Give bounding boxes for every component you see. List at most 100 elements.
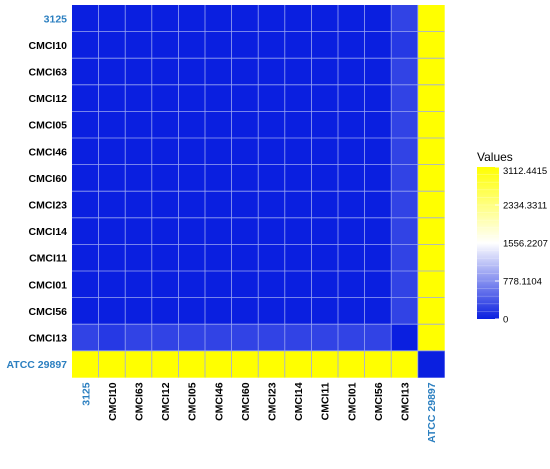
row-label: CMCI05 bbox=[28, 120, 67, 132]
heatmap-cell bbox=[284, 217, 312, 245]
row-label: ATCC 29897 bbox=[7, 359, 68, 371]
row-label: CMCI11 bbox=[29, 253, 67, 265]
heatmap-cell bbox=[417, 217, 445, 245]
heatmap-cell bbox=[258, 5, 286, 32]
heatmap-cell bbox=[364, 111, 392, 139]
heatmap-cell bbox=[125, 244, 153, 272]
heatmap-cell bbox=[364, 164, 392, 192]
column-label: 3125 bbox=[80, 382, 92, 406]
heatmap-cell bbox=[178, 324, 206, 352]
heatmap-cell bbox=[364, 217, 392, 245]
heatmap-cell bbox=[231, 217, 259, 245]
heatmap-cell bbox=[125, 350, 153, 378]
heatmap-cell bbox=[151, 111, 179, 139]
heatmap-cell bbox=[125, 217, 153, 245]
heatmap-cell bbox=[98, 138, 126, 165]
heatmap-cell bbox=[284, 297, 312, 325]
heatmap-cell bbox=[417, 244, 445, 272]
heatmap-cell bbox=[151, 164, 179, 192]
heatmap-cell bbox=[391, 244, 419, 272]
heatmap-cell bbox=[338, 5, 365, 32]
heatmap-cell bbox=[125, 84, 153, 112]
heatmap-cell bbox=[205, 111, 232, 139]
heatmap-cell bbox=[151, 244, 179, 272]
heatmap-cell bbox=[284, 31, 312, 59]
heatmap-cell bbox=[417, 5, 445, 32]
heatmap-cell bbox=[311, 324, 339, 352]
heatmap-cell bbox=[338, 31, 365, 59]
heatmap-cell bbox=[284, 111, 312, 139]
heatmap-cell bbox=[72, 297, 99, 325]
heatmap-cell bbox=[231, 271, 259, 298]
heatmap-cell bbox=[417, 138, 445, 165]
column-label: CMCI60 bbox=[240, 382, 252, 421]
heatmap-cell bbox=[364, 191, 392, 219]
heatmap-cell bbox=[125, 164, 153, 192]
heatmap-cell bbox=[284, 244, 312, 272]
column-label: CMCI56 bbox=[373, 382, 385, 421]
heatmap-cell bbox=[98, 191, 126, 219]
heatmap-cell bbox=[417, 324, 445, 352]
heatmap-cell bbox=[258, 111, 286, 139]
column-label: ATCC 29897 bbox=[426, 382, 438, 443]
column-labels: 3125 CMCI10 CMCI63 CMCI12 CMCI05 CMCI46 CMCI60… bbox=[80, 382, 438, 443]
legend-title: Values bbox=[477, 150, 513, 164]
heatmap-cell bbox=[391, 271, 419, 298]
heatmap-cell bbox=[311, 111, 339, 139]
heatmap-cell bbox=[151, 138, 179, 165]
heatmap-cell bbox=[205, 350, 232, 378]
heatmap-cell bbox=[231, 164, 259, 192]
heatmap-cell bbox=[338, 244, 365, 272]
heatmap-cell bbox=[391, 324, 419, 352]
heatmap-cell bbox=[205, 297, 232, 325]
heatmap-cell bbox=[364, 31, 392, 59]
heatmap-cell bbox=[205, 271, 232, 298]
heatmap-cell bbox=[258, 138, 286, 165]
heatmap-cell bbox=[258, 84, 286, 112]
heatmap-cell bbox=[311, 164, 339, 192]
row-label: CMCI10 bbox=[28, 40, 67, 52]
heatmap-cell bbox=[311, 191, 339, 219]
heatmap-cell bbox=[72, 58, 99, 86]
heatmap-cell bbox=[364, 58, 392, 86]
heatmap-cell bbox=[125, 324, 153, 352]
heatmap-cell bbox=[258, 217, 286, 245]
heatmap-cell bbox=[311, 5, 339, 32]
column-label: CMCI10 bbox=[107, 382, 119, 421]
heatmap-cell bbox=[231, 58, 259, 86]
heatmap-cell bbox=[338, 350, 365, 378]
legend-tick-label: 1556.2207 bbox=[503, 239, 548, 250]
heatmap-cell bbox=[391, 58, 419, 86]
heatmap-cell bbox=[98, 84, 126, 112]
heatmap-cell bbox=[391, 164, 419, 192]
heatmap-cell bbox=[205, 138, 232, 165]
heatmap-cell bbox=[417, 191, 445, 219]
heatmap-cell bbox=[364, 84, 392, 112]
heatmap-cell bbox=[178, 191, 206, 219]
heatmap-cell bbox=[391, 350, 419, 378]
heatmap-cell bbox=[258, 191, 286, 219]
heatmap-cell bbox=[417, 84, 445, 112]
heatmap-cell bbox=[284, 138, 312, 165]
heatmap-cell bbox=[364, 297, 392, 325]
heatmap-cell bbox=[98, 297, 126, 325]
heatmap-cell bbox=[72, 5, 99, 32]
heatmap-cell bbox=[284, 191, 312, 219]
row-label: CMCI63 bbox=[28, 67, 67, 79]
heatmap-cell bbox=[151, 297, 179, 325]
row-label: CMCI14 bbox=[28, 226, 67, 238]
heatmap-cell bbox=[98, 58, 126, 86]
heatmap-cell bbox=[338, 271, 365, 298]
row-labels: 3125 CMCI10 CMCI63 CMCI12 CMCI05 CMCI46 CMCI60… bbox=[7, 13, 68, 371]
heatmap-cell bbox=[205, 31, 232, 59]
heatmap-cell bbox=[258, 297, 286, 325]
heatmap-cell bbox=[311, 244, 339, 272]
legend-tick-label: 0 bbox=[503, 315, 508, 326]
column-label: CMCI05 bbox=[187, 382, 199, 421]
heatmap-cell bbox=[178, 5, 206, 32]
heatmap-cell bbox=[125, 297, 153, 325]
heatmap-cell bbox=[284, 324, 312, 352]
heatmap-cell bbox=[417, 31, 445, 59]
row-label: CMCI56 bbox=[28, 306, 67, 318]
color-legend: Values 3112.4415 2334.3311 1556.2207 778.11… bbox=[477, 150, 548, 326]
